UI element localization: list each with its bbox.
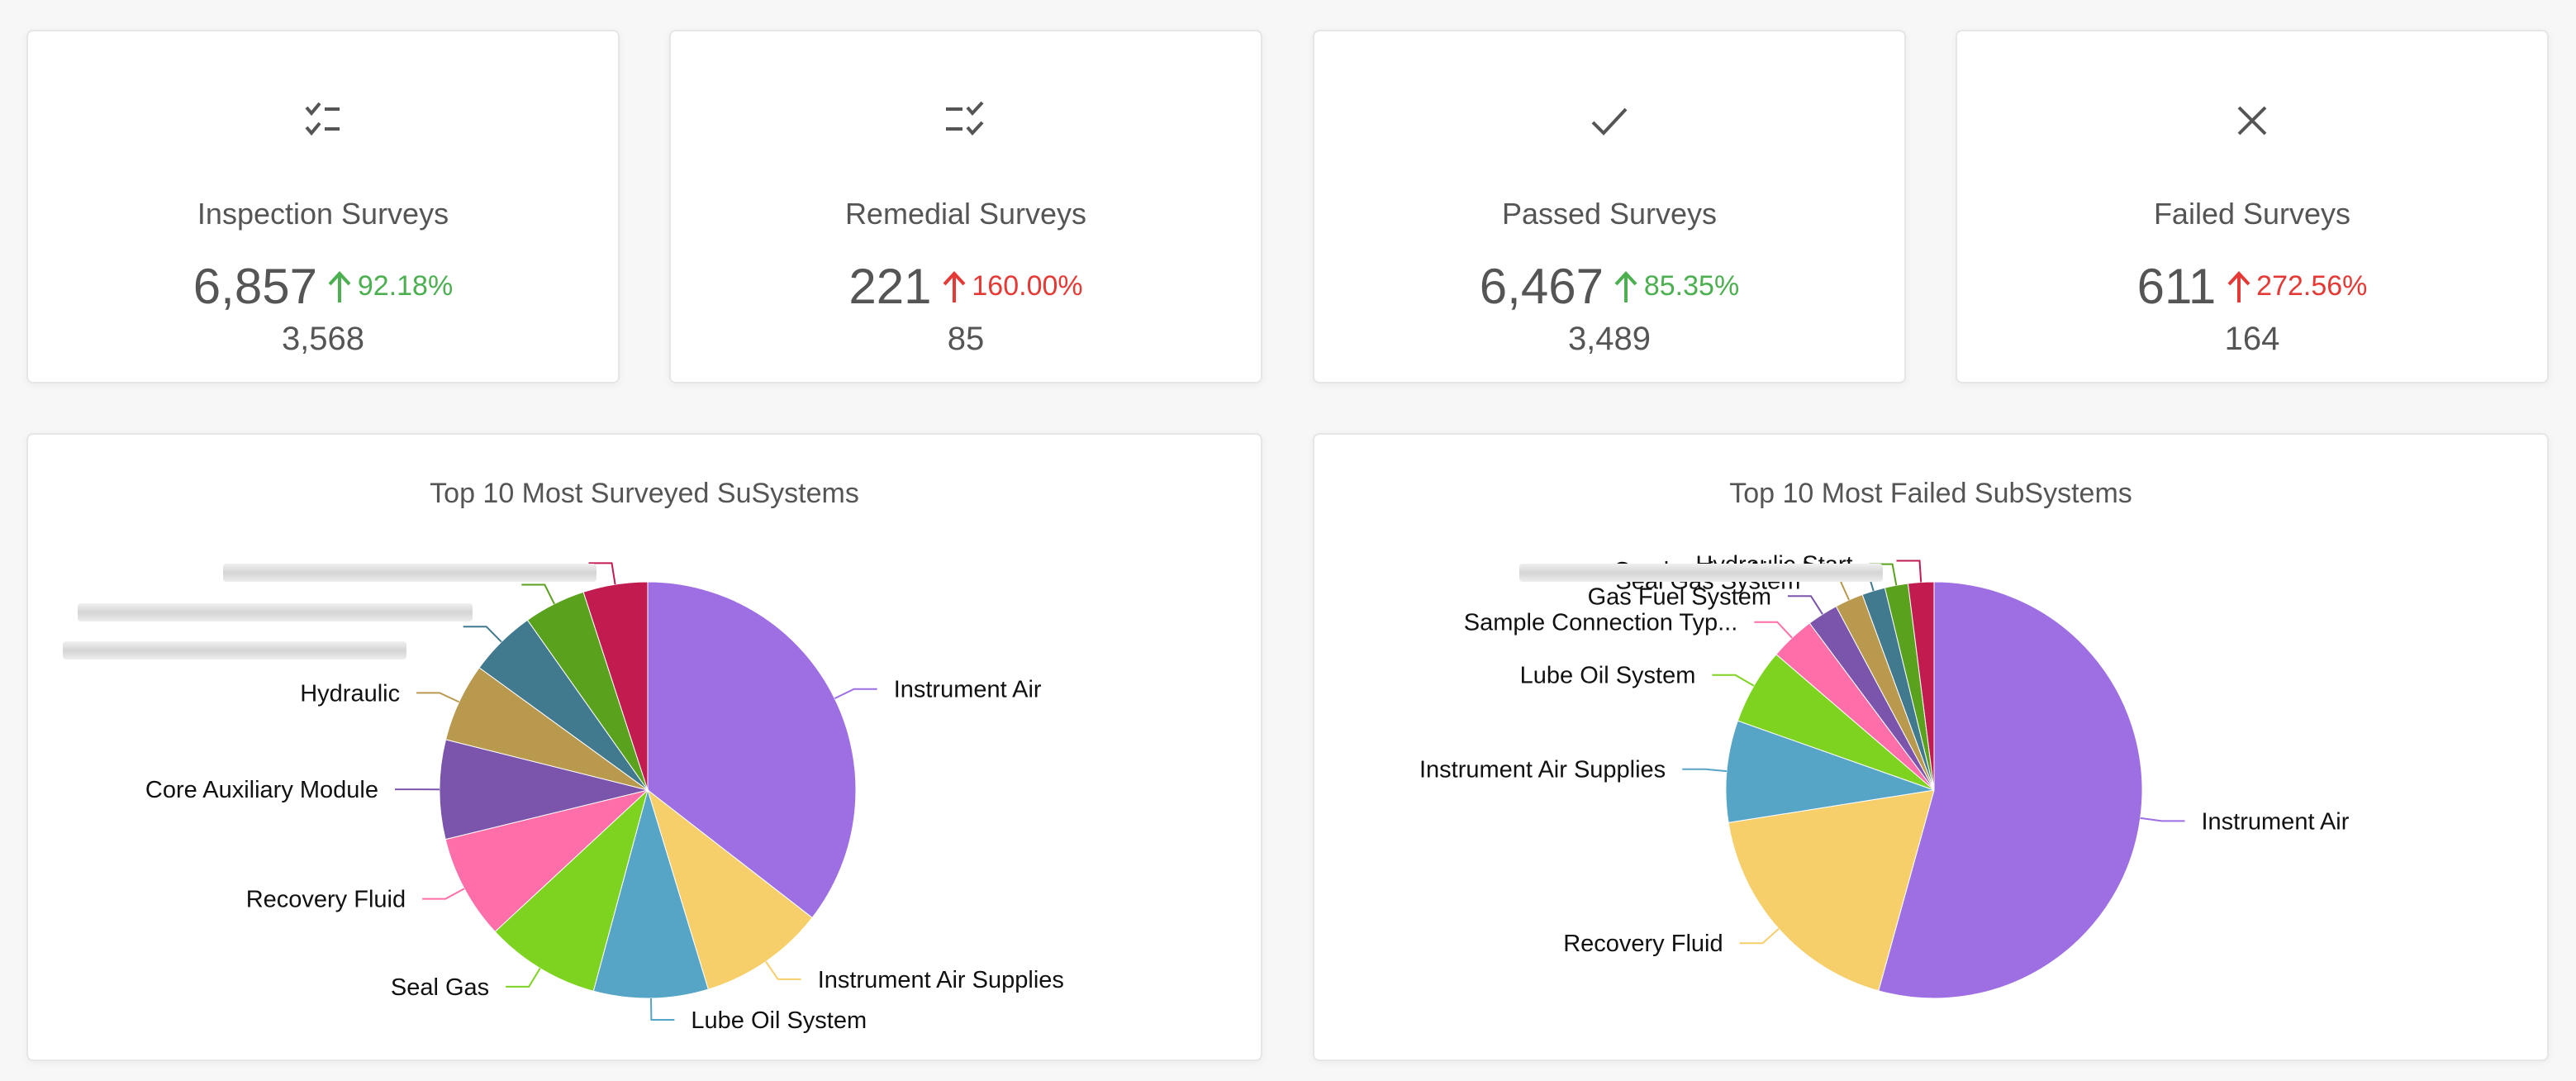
stat-card-remedial: Remedial Surveys 221 160.00% 85 bbox=[669, 30, 1262, 383]
checklist-icon bbox=[305, 102, 340, 136]
slice-label: Lube Oil System bbox=[1520, 663, 1696, 689]
arrow-up-icon bbox=[2227, 270, 2250, 302]
stat-card-passed: Passed Surveys 6,467 85.35% 3,489 bbox=[1313, 30, 1906, 383]
pie-slice-instrument-air-supplies[interactable] bbox=[647, 788, 813, 990]
leader-line bbox=[463, 626, 502, 643]
slice-label: Hydraulic bbox=[300, 680, 400, 707]
leader-line bbox=[1682, 768, 1728, 773]
pie-slice-core-auxiliary-module[interactable] bbox=[439, 739, 649, 841]
leader-line bbox=[1896, 560, 1922, 583]
slice-label: Recovery Fluid bbox=[246, 887, 406, 913]
stat-title: Inspection Surveys bbox=[197, 197, 449, 231]
stat-title: Remedial Surveys bbox=[844, 197, 1087, 231]
redacted-label bbox=[78, 603, 473, 621]
stat-card-failed: Failed Surveys 611 272.56% 164 bbox=[1956, 30, 2549, 383]
leader-line bbox=[650, 998, 675, 1021]
stat-change: 92.18% bbox=[357, 270, 454, 302]
slice-label: Core Auxiliary Module bbox=[145, 777, 378, 803]
leader-line bbox=[506, 968, 541, 988]
slice-label: Gas Fuel System bbox=[1588, 583, 1771, 610]
leader-line bbox=[416, 692, 460, 703]
pie-chart-most-surveyed: Instrument Air Instrument Air Supplies Lub… bbox=[145, 562, 1064, 1034]
stat-change: 160.00% bbox=[972, 270, 1083, 302]
leader-line bbox=[1739, 928, 1780, 945]
stat-title: Passed Surveys bbox=[1501, 197, 1718, 231]
pie-chart-most-failed: Instrument Air Recovery Fluid Instrument A… bbox=[1419, 552, 2350, 999]
chart-card-most-failed: Top 10 Most Failed SubSystems Instrument… bbox=[1313, 433, 2549, 1061]
chart-title: Top 10 Most Surveyed SuSystems bbox=[430, 478, 859, 509]
check-icon bbox=[1591, 107, 1628, 136]
stat-title: Failed Surveys bbox=[2153, 197, 2351, 231]
arrow-up-icon bbox=[328, 270, 351, 302]
stat-previous: 85 bbox=[947, 321, 985, 357]
leader-line bbox=[588, 562, 616, 585]
slice-label: Recovery Fluid bbox=[1563, 931, 1723, 957]
stat-value: 221 bbox=[848, 259, 932, 314]
chart-title: Top 10 Most Failed SubSystems bbox=[1729, 478, 2132, 509]
slice-label: Sample Connection Typ... bbox=[1464, 610, 1738, 636]
stat-change: 272.56% bbox=[2256, 270, 2368, 302]
stat-value: 611 bbox=[2136, 259, 2217, 314]
slice-label: Lube Oil System bbox=[691, 1007, 867, 1034]
pie-slice-instrument-air-supplies[interactable] bbox=[1725, 720, 1935, 823]
leader-line bbox=[2140, 817, 2185, 822]
list-check-icon bbox=[946, 101, 984, 136]
pie-slice-instrument-air[interactable] bbox=[1878, 581, 2143, 999]
leader-line bbox=[765, 960, 801, 980]
slice-label: Instrument Air Supplies bbox=[818, 967, 1064, 993]
stat-value: 6,467 bbox=[1479, 259, 1604, 314]
slice-label: Instrument Air bbox=[2202, 808, 2350, 835]
stat-previous: 164 bbox=[2224, 321, 2280, 357]
stat-change: 85.35% bbox=[1643, 270, 1740, 302]
leader-line bbox=[834, 688, 877, 699]
stat-previous: 3,489 bbox=[1567, 321, 1652, 357]
pie-slice-recovery-fluid[interactable] bbox=[444, 789, 649, 933]
stat-previous: 3,568 bbox=[281, 321, 365, 357]
slice-label: Instrument Air Supplies bbox=[1419, 757, 1666, 783]
leader-line bbox=[521, 583, 555, 605]
redacted-label bbox=[1519, 564, 1883, 582]
pie-slice-seal-gas[interactable] bbox=[494, 788, 649, 992]
slice-label: Instrument Air bbox=[894, 677, 1042, 703]
stat-card-inspection: Inspection Surveys 6,857 92.18% 3,568 bbox=[26, 30, 620, 383]
leader-line bbox=[1712, 674, 1755, 687]
pie-slice-instrument-air[interactable] bbox=[647, 581, 857, 919]
slice-label: Seal Gas bbox=[391, 974, 489, 1001]
leader-line bbox=[422, 888, 465, 900]
close-icon bbox=[2237, 106, 2267, 136]
arrow-up-icon bbox=[943, 270, 966, 302]
leader-line bbox=[1788, 595, 1823, 615]
redacted-label bbox=[223, 564, 596, 582]
redacted-label bbox=[63, 641, 406, 660]
chart-card-most-surveyed: Top 10 Most Surveyed SuSystems Instrumen… bbox=[26, 433, 1262, 1061]
stat-value: 6,857 bbox=[192, 259, 317, 314]
arrow-up-icon bbox=[1614, 270, 1637, 302]
pie-slice-lube-oil-system[interactable] bbox=[592, 788, 709, 999]
leader-line bbox=[1754, 621, 1793, 639]
